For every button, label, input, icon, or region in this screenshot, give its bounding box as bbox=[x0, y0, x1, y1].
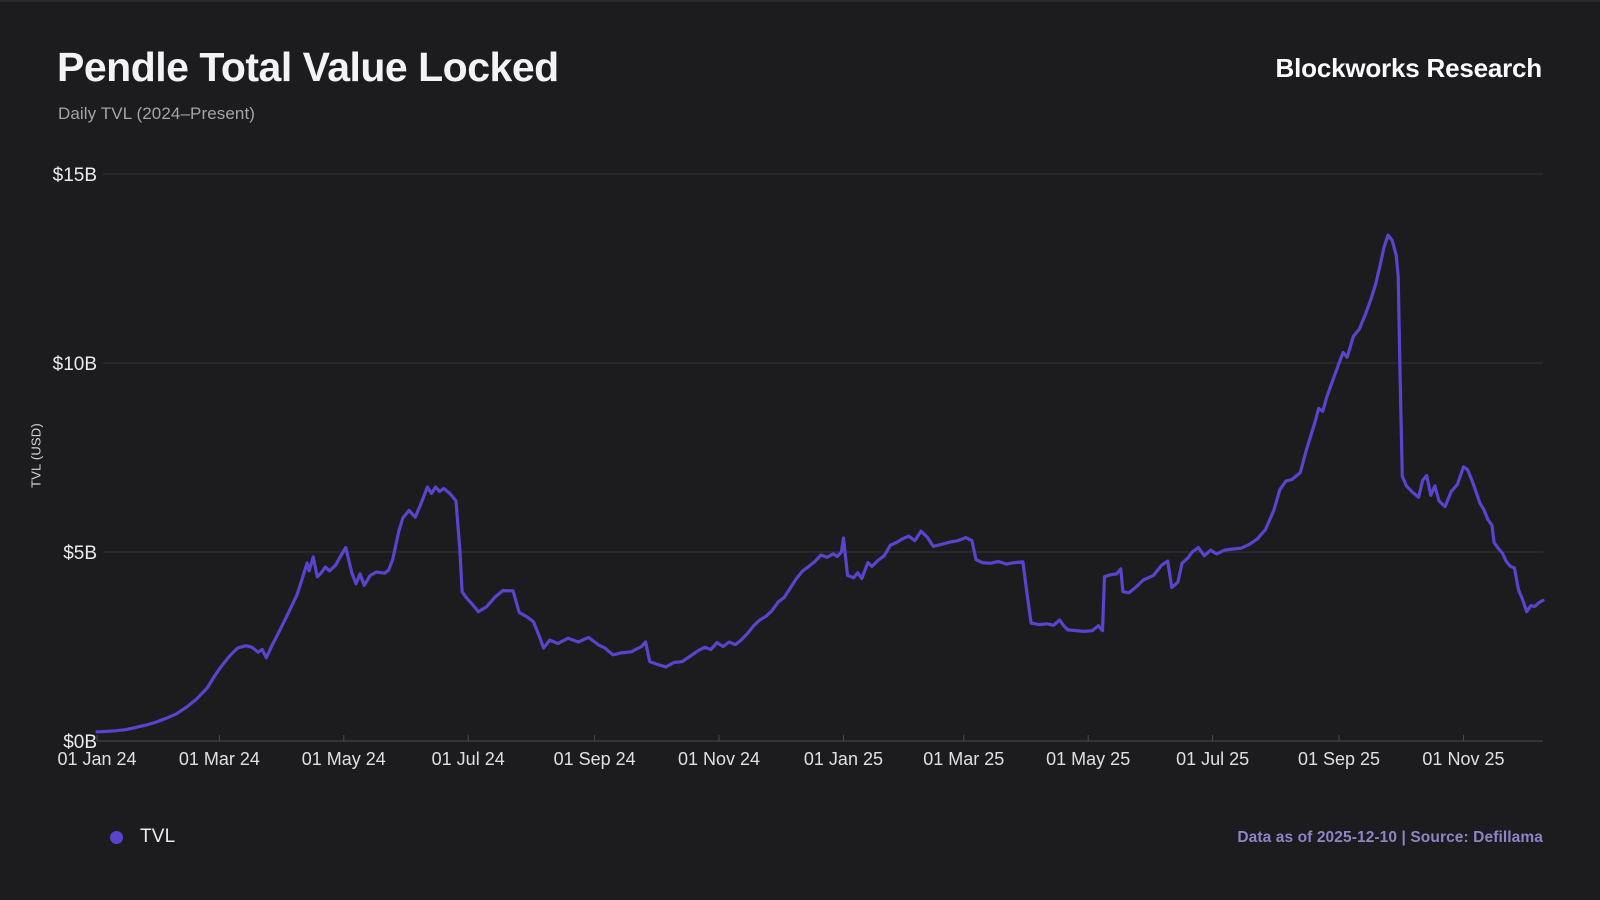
x-axis-tick-label: 01 Jan 24 bbox=[57, 749, 136, 769]
x-axis-tick-label: 01 May 24 bbox=[302, 749, 386, 769]
legend-label: TVL bbox=[140, 826, 176, 847]
x-axis-tick-label: 01 Nov 24 bbox=[678, 749, 760, 769]
x-axis-tick-label: 01 Mar 24 bbox=[179, 749, 260, 769]
x-axis-tick-label: 01 Jan 25 bbox=[804, 749, 883, 769]
y-axis-tick-label: $10B bbox=[53, 354, 97, 375]
x-axis-tick-label: 01 Mar 25 bbox=[923, 749, 1004, 769]
tvl-series-line bbox=[95, 233, 1545, 734]
page-title: Pendle Total Value Locked bbox=[57, 44, 559, 90]
source-attribution: Data as of 2025-12-10 | Source: Defillam… bbox=[1237, 829, 1543, 846]
legend-dot-icon bbox=[110, 830, 123, 844]
x-axis-tick-label: 01 Nov 25 bbox=[1422, 749, 1504, 769]
legend: TVL bbox=[110, 826, 175, 848]
x-axis-tick-label: 01 Jul 24 bbox=[432, 749, 505, 769]
chart-subtitle: Daily TVL (2024–Present) bbox=[58, 104, 256, 123]
y-axis-tick-label: $0B bbox=[63, 732, 97, 753]
brand-logo: Blockworks Research bbox=[1275, 53, 1543, 83]
x-axis-tick-label: 01 May 25 bbox=[1046, 749, 1130, 769]
x-axis-tick-label: 01 Jul 25 bbox=[1176, 749, 1249, 769]
x-axis-tick-label: 01 Sep 25 bbox=[1298, 749, 1380, 769]
y-axis-tick-label: $15B bbox=[53, 165, 97, 186]
y-axis-tick-label: $5B bbox=[63, 543, 97, 564]
x-axis-tick-label: 01 Sep 24 bbox=[554, 749, 636, 769]
